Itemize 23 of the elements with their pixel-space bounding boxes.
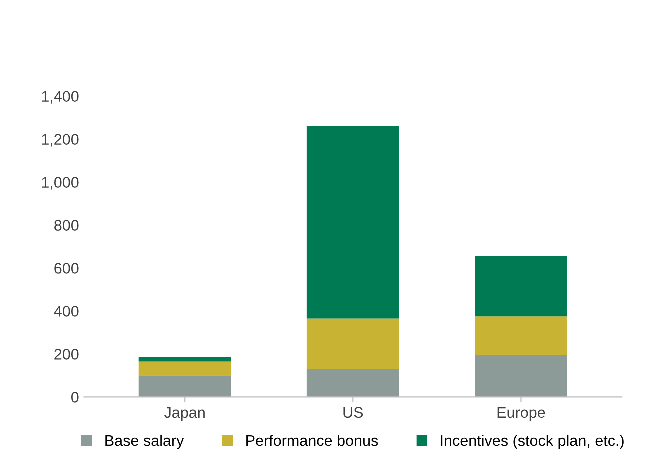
x-tick-label: Japan [164, 407, 205, 422]
bar [306, 369, 400, 398]
bar [306, 126, 400, 319]
bar [475, 316, 568, 356]
y-tick-label: 200 [54, 349, 79, 360]
y-tick-label: 1,000 [42, 177, 79, 190]
y-tick-label: 400 [54, 306, 79, 317]
bar [306, 318, 400, 370]
y-tick-label: 0 [71, 392, 79, 403]
bar [138, 362, 232, 376]
bar [138, 357, 232, 362]
bar [138, 376, 232, 398]
legend-label: Incentives (stock plan, etc.) [441, 434, 624, 450]
y-tick-label: 1,400 [42, 91, 79, 104]
y-tick-label: 600 [54, 263, 79, 274]
legend-label: Base salary [106, 434, 184, 450]
bar [475, 256, 568, 317]
legend-label: Performance bonus [246, 434, 378, 446]
x-tick-label: US [344, 407, 364, 418]
x-tick-label: Europe [498, 407, 546, 422]
y-tick-label: 800 [54, 220, 79, 231]
y-tick-label: 1,200 [42, 134, 79, 147]
bar [475, 355, 568, 398]
